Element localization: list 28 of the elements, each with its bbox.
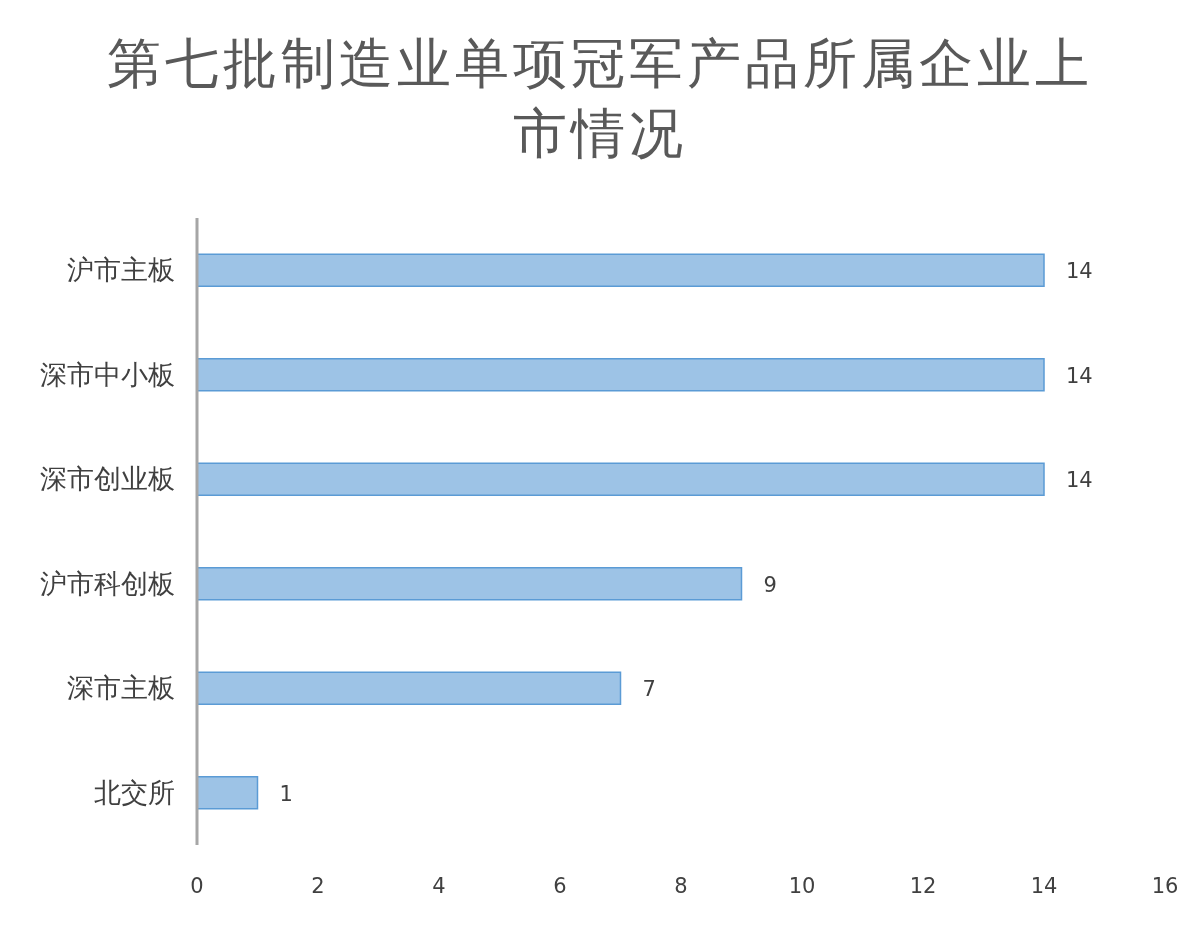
y-tick-label: 深市主板 <box>67 672 175 704</box>
x-tick-label: 10 <box>788 874 816 898</box>
chart-title: 第七批制造业单项冠军产品所属企业上市情况 <box>107 32 1093 165</box>
data-label: 9 <box>763 572 777 597</box>
y-tick-label: 沪市科创板 <box>40 567 175 599</box>
bar <box>196 358 1045 392</box>
data-label: 1 <box>279 781 293 806</box>
data-label: 14 <box>1066 259 1093 284</box>
y-tick-label: 深市创业板 <box>40 463 175 495</box>
bar <box>196 567 743 601</box>
data-label: 14 <box>1066 468 1093 493</box>
bar <box>196 253 1045 287</box>
bar <box>196 462 1045 496</box>
x-tick-label: 0 <box>190 874 204 898</box>
bar <box>196 776 259 810</box>
x-tick-label: 8 <box>674 874 688 898</box>
x-tick-label: 12 <box>909 874 937 898</box>
x-tick-label: 2 <box>311 874 325 898</box>
y-tick-label: 沪市主板 <box>67 254 175 286</box>
data-label: 14 <box>1066 363 1093 388</box>
data-label: 7 <box>642 677 656 702</box>
y-tick-label: 深市中小板 <box>40 358 175 390</box>
x-tick-label: 14 <box>1030 874 1058 898</box>
x-tick-label: 16 <box>1151 874 1179 898</box>
bar <box>196 671 622 705</box>
y-tick-label: 北交所 <box>94 776 175 808</box>
x-tick-label: 6 <box>553 874 567 898</box>
x-tick-label: 4 <box>432 874 446 898</box>
